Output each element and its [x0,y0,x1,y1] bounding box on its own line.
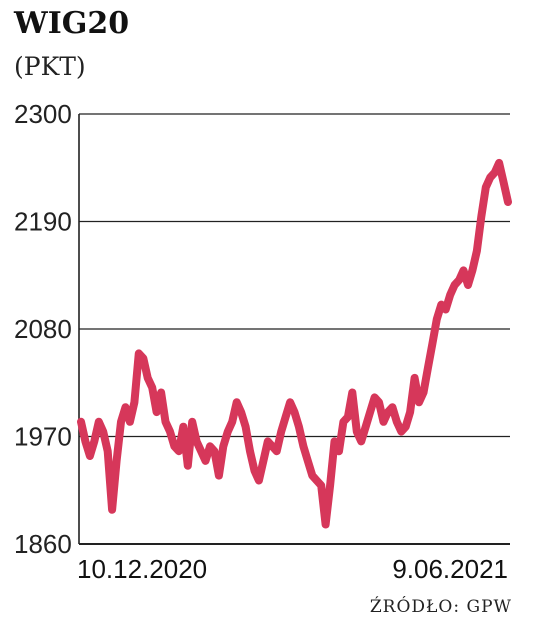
x-tick-end: 9.06.2021 [392,554,508,584]
y-tick-label-2080: 2080 [14,314,72,344]
y-tick-label-2300: 2300 [14,99,72,129]
source-note: ŹRÓDŁO: GPW [370,596,512,617]
y-axis-ticks: 2300 2190 2080 1970 1860 [14,99,72,559]
x-tick-start: 10.12.2020 [77,554,207,584]
y-tick-label-1970: 1970 [14,422,72,452]
chart-unit: (PKT) [14,52,86,81]
y-tick-label-2190: 2190 [14,207,72,237]
wig20-series-line [77,158,512,529]
chart-title: WIG20 [13,6,129,41]
y-tick-label-1860: 1860 [14,529,72,559]
gridlines [79,113,510,545]
